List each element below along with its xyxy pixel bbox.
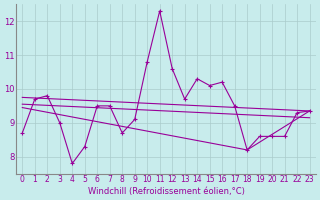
X-axis label: Windchill (Refroidissement éolien,°C): Windchill (Refroidissement éolien,°C) [87,187,244,196]
